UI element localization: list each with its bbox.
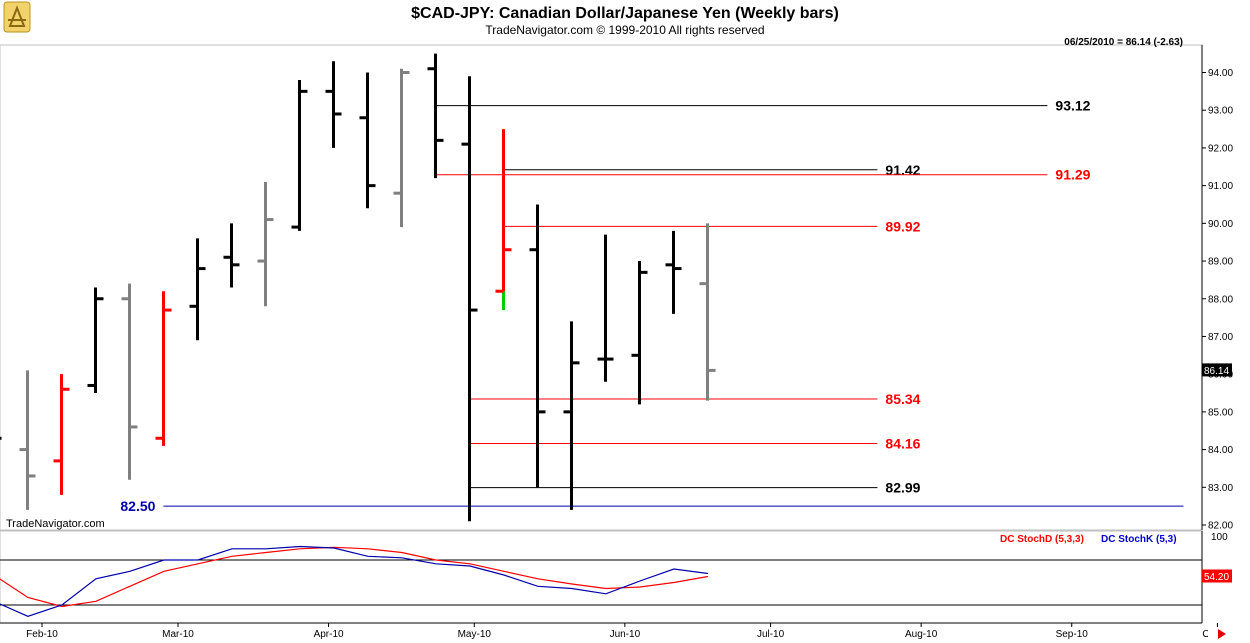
- level-label: 82.50: [120, 498, 155, 514]
- price-tick-label: 83.00: [1208, 483, 1233, 494]
- last-price-badge: [1202, 363, 1232, 377]
- stoch-last-badge: [1202, 569, 1232, 583]
- stochastic-plot-area: [0, 530, 1203, 624]
- price-tick-label: 88.00: [1208, 294, 1233, 305]
- price-tick-label: 84.00: [1208, 445, 1233, 456]
- price-panel: [0, 44, 1203, 531]
- ohlc-bar: [597, 234, 614, 382]
- price-tick-label: 85.00: [1208, 407, 1233, 418]
- ohlc-bar: [427, 53, 444, 179]
- stoch-last-label: 54.20: [1204, 572, 1229, 583]
- ohlc-bar: [631, 261, 648, 405]
- chart-title: $CAD-JPY: Canadian Dollar/Japanese Yen (…: [411, 5, 839, 22]
- ohlc-bar: [325, 61, 342, 148]
- x-tick-label: Mar-10: [162, 629, 194, 640]
- level-label: 91.42: [885, 162, 920, 178]
- ohlc-bar: [223, 223, 240, 288]
- ohlc-bar: [665, 230, 682, 314]
- last-price-label: 86.14: [1204, 366, 1229, 377]
- watermark-text: TradeNavigator.com: [6, 518, 105, 530]
- stochastic-panel: [0, 530, 1203, 624]
- tradenavigator-logo-icon: [3, 1, 31, 33]
- stoch-series-line: [0, 545, 708, 617]
- ohlc-bar: [121, 283, 138, 480]
- level-label: 93.12: [1055, 98, 1090, 114]
- stochastic-lines: 54.20: [0, 545, 1232, 617]
- price-tick-label: 92.00: [1208, 143, 1233, 154]
- level-label: 84.16: [885, 436, 920, 452]
- stoch-ytick-100: 100: [1211, 532, 1228, 543]
- ohlc-bar: [291, 80, 308, 231]
- price-tick-label: 87.00: [1208, 332, 1233, 343]
- price-tick-label: 91.00: [1208, 181, 1233, 192]
- x-tick-label: May-10: [458, 629, 492, 640]
- ohlc-bar: [19, 370, 36, 510]
- ohlc-bar: [393, 68, 410, 228]
- price-plot-area: [0, 44, 1203, 531]
- scroll-right-arrow-icon[interactable]: [1208, 627, 1240, 641]
- ohlc-bar: [495, 129, 512, 311]
- price-tick-label: 90.00: [1208, 219, 1233, 230]
- chart-subtitle: TradeNavigator.com © 1999-2010 All right…: [485, 23, 764, 37]
- price-tick-label: 89.00: [1208, 257, 1233, 268]
- ohlc-bar: [87, 287, 104, 394]
- ohlc-bar: [53, 374, 70, 495]
- legend-stochd: DC StochD (5,3,3): [1000, 534, 1084, 545]
- price-tick-label: 94.00: [1208, 68, 1233, 79]
- level-label: 82.99: [885, 480, 920, 496]
- price-tick-label: 93.00: [1208, 106, 1233, 117]
- stoch-series-line: [0, 546, 709, 608]
- x-tick-label: Jul-10: [757, 629, 785, 640]
- ohlc-bar: [461, 76, 478, 522]
- x-tick-label: Aug-10: [905, 629, 938, 640]
- x-tick-label: Jun-10: [610, 629, 641, 640]
- price-tick-label: 82.00: [1208, 521, 1233, 532]
- level-label: 85.34: [885, 391, 920, 407]
- ohlc-bar: [189, 238, 206, 341]
- level-label: 91.29: [1055, 167, 1090, 183]
- price-y-axis: 82.0083.0084.0085.0086.0087.0088.0089.00…: [1201, 45, 1233, 532]
- ohlc-bar: [529, 204, 546, 488]
- legend-stochk: DC StochK (5,3): [1101, 534, 1177, 545]
- x-tick-label: Apr-10: [314, 629, 344, 640]
- ohlc-bar: [563, 321, 580, 510]
- ohlc-bar: [257, 181, 274, 307]
- x-axis: Feb-10 Mar-10 Apr-10 May-10 Jun-10 Jul-10 Aug-…: [0, 622, 1233, 640]
- x-tick-label: Feb-10: [26, 629, 58, 640]
- last-quote-text: 06/25/2010 = 86.14 (-2.63): [1064, 37, 1183, 48]
- level-label: 89.92: [885, 218, 920, 234]
- ohlc-bar: [699, 223, 716, 401]
- ohlc-bar: [359, 72, 376, 209]
- ohlc-bars: [0, 53, 716, 522]
- ohlc-bar: [155, 291, 172, 446]
- x-tick-label: Sep-10: [1056, 629, 1089, 640]
- ohlc-bar: [0, 436, 2, 440]
